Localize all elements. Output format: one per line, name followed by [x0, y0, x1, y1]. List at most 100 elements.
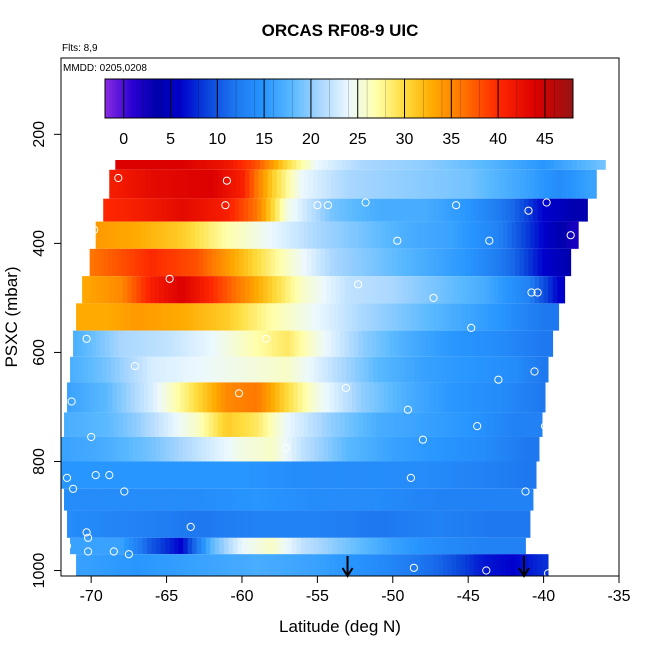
heatmap-cell [128, 356, 134, 383]
heatmap-cell [235, 276, 241, 304]
colorbar-cell [266, 79, 270, 118]
heatmap-cell [539, 330, 544, 357]
heatmap-cell [516, 330, 522, 357]
heatmap-cell [296, 537, 302, 555]
heatmap-cell [424, 510, 430, 538]
heatmap-cell [419, 303, 425, 331]
heatmap-cell [70, 461, 75, 489]
heatmap-cell [143, 198, 149, 222]
colorbar-cell [186, 79, 190, 118]
colorbar-cell [128, 79, 132, 118]
heatmap-cell [127, 412, 133, 437]
heatmap-cell [418, 356, 424, 383]
heatmap-cell [499, 436, 505, 462]
heatmap-cell [335, 488, 341, 511]
heatmap-cell [184, 382, 190, 413]
heatmap-cell [483, 198, 489, 222]
heatmap-cell [273, 150, 279, 170]
heatmap-cell [184, 303, 190, 331]
colorbar-cell [353, 79, 356, 118]
heatmap-cell [330, 412, 336, 437]
colorbar-cell [287, 79, 291, 118]
heatmap-cell [525, 330, 531, 357]
heatmap-cell [353, 221, 359, 249]
heatmap-cell [466, 169, 472, 199]
heatmap-cell [222, 276, 228, 304]
heatmap-cell [131, 169, 137, 199]
heatmap-cell [495, 150, 501, 170]
heatmap-cell [428, 554, 434, 576]
heatmap-cell [395, 356, 401, 383]
heatmap-cell [350, 356, 356, 383]
heatmap-cell [142, 150, 148, 170]
heatmap-cell [207, 554, 213, 576]
heatmap-cell [252, 248, 258, 277]
colorbar-cell [526, 79, 529, 118]
heatmap-cell [543, 221, 549, 249]
heatmap-cell [134, 554, 140, 576]
heatmap-cell [495, 461, 501, 489]
heatmap-cell [368, 356, 374, 383]
colorbar-cell [470, 79, 473, 118]
colorbar-cell [320, 79, 324, 118]
heatmap-cell [201, 537, 207, 555]
heatmap-cell [463, 150, 469, 170]
heatmap-cell [118, 276, 124, 304]
heatmap-cell [187, 356, 193, 383]
heatmap-cell [373, 356, 379, 383]
heatmap-cell [397, 554, 403, 576]
heatmap-cell [177, 276, 183, 304]
heatmap-cell [558, 150, 564, 170]
heatmap-cell [165, 356, 170, 383]
heatmap-cell [71, 510, 77, 538]
heatmap-cell [244, 412, 250, 437]
heatmap-cell [254, 221, 259, 249]
heatmap-cell [133, 436, 139, 462]
heatmap-cell [211, 303, 217, 331]
heatmap-cell [251, 436, 256, 462]
heatmap-cell [537, 554, 543, 576]
heatmap-cell [172, 330, 178, 357]
heatmap-cell [425, 221, 431, 249]
heatmap-cell [134, 248, 140, 277]
heatmap-cell [428, 248, 434, 277]
heatmap-cell [119, 150, 125, 170]
colorbar-cell [514, 79, 518, 118]
heatmap-cell [477, 436, 483, 462]
heatmap-cell [290, 330, 296, 357]
heatmap-cell [142, 537, 148, 555]
heatmap-cell [531, 356, 537, 383]
heatmap-cell [355, 436, 360, 462]
heatmap-cell [362, 488, 368, 511]
heatmap-cell [146, 461, 152, 489]
heatmap-cell [555, 303, 560, 331]
colorbar-cell [357, 79, 361, 118]
heatmap-cell [421, 276, 427, 304]
heatmap-cell [480, 488, 486, 511]
heatmap-cell [380, 412, 386, 437]
data-point [521, 487, 530, 496]
heatmap-cell [510, 303, 516, 331]
heatmap-cell [522, 436, 528, 462]
heatmap-cell [471, 330, 477, 357]
heatmap-cell [128, 436, 134, 462]
heatmap-cell [561, 221, 567, 249]
heatmap-cell [536, 356, 541, 383]
heatmap-cell [533, 248, 538, 277]
heatmap-cell [522, 461, 528, 489]
heatmap-cell [483, 382, 489, 413]
heatmap-cell [507, 276, 513, 304]
heatmap-cell [95, 330, 101, 357]
heatmap-cell [323, 150, 329, 170]
colorbar-cell [448, 79, 452, 118]
heatmap-band [64, 412, 543, 437]
colorbar-cell [563, 79, 567, 118]
heatmap-cell [258, 330, 264, 357]
heatmap-cell [514, 248, 520, 277]
heatmap-cell [454, 436, 460, 462]
heatmap-cell [361, 554, 367, 576]
heatmap-cell [220, 198, 226, 222]
heatmap-cell [520, 330, 526, 357]
heatmap-cell [489, 488, 495, 511]
heatmap-cell [483, 554, 489, 576]
